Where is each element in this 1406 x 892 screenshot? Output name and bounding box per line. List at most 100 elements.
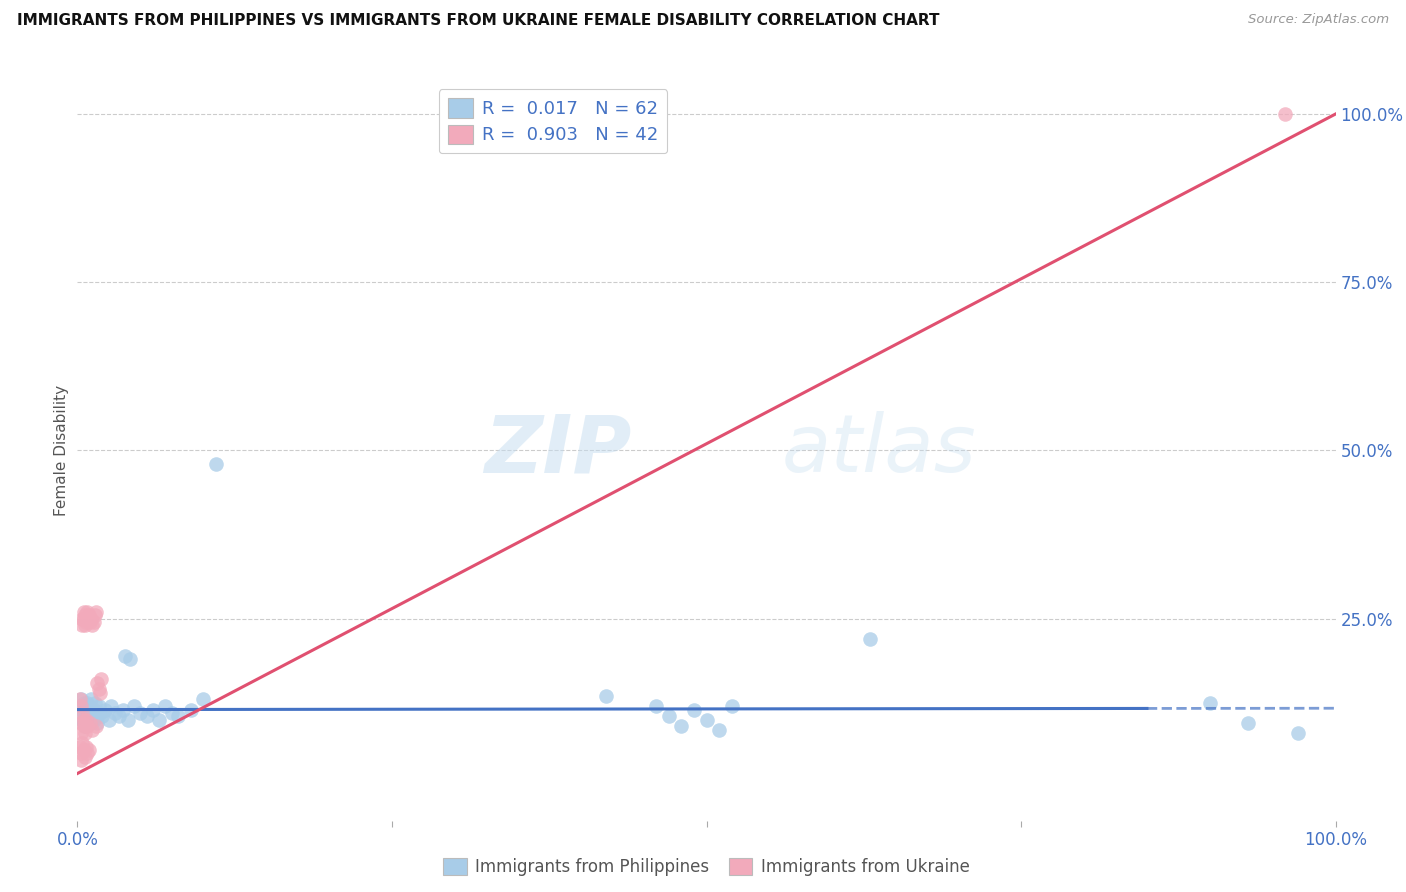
Point (720, 699, 742, 714)
Point (82, 723, 104, 737)
Point (72, 612, 94, 626)
Point (70, 747, 93, 761)
Point (204, 457, 226, 471)
Point (72, 696, 94, 710)
Point (79, 615, 101, 629)
Point (84, 605, 107, 619)
Point (89, 706, 111, 720)
Point (1199, 696, 1222, 710)
Point (148, 713, 170, 727)
Point (70, 692, 93, 706)
Point (100, 699, 122, 714)
Point (73, 719, 96, 733)
Point (73, 699, 96, 714)
Point (117, 713, 139, 727)
Point (72, 719, 94, 733)
Point (72, 703, 94, 717)
Point (87, 682, 110, 697)
Point (129, 706, 152, 720)
Point (83, 615, 105, 629)
Point (72, 716, 94, 731)
Point (696, 713, 718, 727)
Point (80, 612, 103, 626)
Point (75, 713, 97, 727)
Point (82, 618, 104, 632)
Point (70, 716, 93, 731)
Point (77, 699, 100, 714)
Point (91, 709, 114, 723)
Point (97, 713, 120, 727)
Point (72, 618, 94, 632)
Point (72, 736, 94, 750)
Point (70, 699, 93, 714)
Point (80, 716, 103, 731)
Point (84, 709, 107, 723)
Point (72, 713, 94, 727)
Point (72, 605, 94, 619)
Point (84, 719, 107, 733)
Point (79, 716, 101, 731)
Point (76, 747, 98, 761)
Point (89, 686, 111, 700)
Point (72, 713, 94, 727)
Point (86, 675, 108, 690)
Point (77, 608, 100, 623)
Point (671, 719, 693, 733)
Legend: Immigrants from Philippines, Immigrants from Ukraine: Immigrants from Philippines, Immigrants … (437, 851, 976, 883)
Point (104, 706, 127, 720)
Text: Source: ZipAtlas.com: Source: ZipAtlas.com (1249, 13, 1389, 27)
Point (73, 608, 96, 623)
Point (79, 703, 101, 717)
Point (75, 713, 97, 727)
Point (76, 719, 98, 733)
Point (75, 615, 97, 629)
Point (84, 608, 107, 623)
Point (658, 709, 681, 723)
Point (84, 696, 107, 710)
Point (83, 713, 105, 727)
Point (142, 703, 165, 717)
Point (72, 706, 94, 720)
Point (87, 699, 110, 714)
Point (86, 716, 108, 731)
Text: ZIP: ZIP (484, 411, 631, 490)
Point (1236, 716, 1258, 731)
Point (73, 709, 96, 723)
Point (70, 726, 93, 740)
Point (80, 692, 103, 706)
Point (155, 699, 177, 714)
Point (69, 739, 91, 754)
Point (120, 652, 142, 666)
Point (1286, 726, 1309, 740)
Point (72, 706, 94, 720)
Point (111, 703, 134, 717)
Point (69, 692, 91, 706)
Point (72, 612, 94, 626)
Point (72, 743, 94, 757)
Point (645, 699, 668, 714)
Point (94, 703, 117, 717)
Point (122, 699, 145, 714)
Point (683, 703, 706, 717)
Point (73, 618, 96, 632)
Point (83, 703, 105, 717)
Point (76, 605, 98, 619)
Point (135, 709, 157, 723)
Point (90, 673, 112, 687)
Point (1274, 107, 1296, 121)
Point (73, 749, 96, 764)
Point (114, 648, 136, 663)
Point (76, 696, 98, 710)
Point (167, 709, 190, 723)
Point (76, 716, 98, 731)
Point (707, 723, 730, 737)
Point (859, 632, 882, 646)
Point (75, 703, 97, 717)
Point (108, 709, 131, 723)
Text: IMMIGRANTS FROM PHILIPPINES VS IMMIGRANTS FROM UKRAINE FEMALE DISABILITY CORRELA: IMMIGRANTS FROM PHILIPPINES VS IMMIGRANT… (17, 13, 939, 29)
Point (82, 706, 104, 720)
Point (73, 726, 96, 740)
Text: atlas: atlas (782, 411, 977, 490)
Point (77, 743, 100, 757)
Point (70, 753, 93, 767)
